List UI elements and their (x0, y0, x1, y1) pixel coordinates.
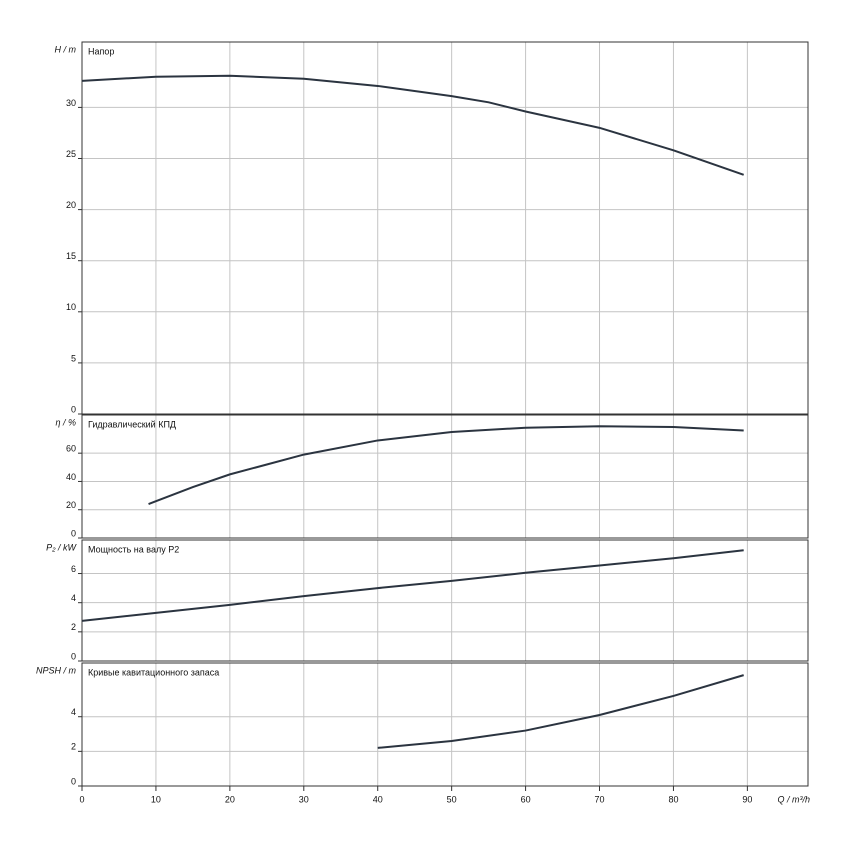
y-tick-label: 60 (66, 444, 76, 454)
panel-title: Напор (88, 46, 114, 56)
y-tick-label: 10 (66, 302, 76, 312)
y-tick-label: 0 (71, 528, 76, 538)
x-tick-label: 50 (447, 794, 457, 804)
y-axis-label: P₂ / kW (46, 542, 77, 552)
y-tick-label: 0 (71, 651, 76, 661)
panel-frame (81, 539, 809, 662)
y-tick-label: 20 (66, 200, 76, 210)
x-tick-label: 10 (151, 794, 161, 804)
panel-frame (81, 662, 809, 787)
x-tick-label: 40 (373, 794, 383, 804)
curve (81, 549, 744, 622)
y-tick-label: 25 (66, 149, 76, 159)
y-tick-label: 2 (71, 742, 76, 752)
x-tick-label: 60 (521, 794, 531, 804)
y-tick-label: 30 (66, 98, 76, 108)
y-axis-label: H / m (55, 44, 77, 54)
panel-title: Мощность на валу P2 (88, 544, 179, 554)
panel-title: Кривые кавитационного запаса (88, 667, 219, 677)
x-tick-label: 30 (299, 794, 309, 804)
x-tick-label: 80 (668, 794, 678, 804)
x-tick-label: 0 (79, 794, 84, 804)
x-tick-label: 90 (742, 794, 752, 804)
panel-title: Гидравлический КПД (88, 419, 176, 429)
y-tick-label: 5 (71, 353, 76, 363)
y-tick-label: 0 (71, 404, 76, 414)
y-tick-label: 20 (66, 500, 76, 510)
y-tick-label: 0 (71, 776, 76, 786)
y-axis-label: η / % (55, 417, 76, 427)
y-tick-label: 6 (71, 564, 76, 574)
x-tick-label: 20 (225, 794, 235, 804)
y-tick-label: 15 (66, 251, 76, 261)
y-tick-label: 2 (71, 622, 76, 632)
curve (377, 674, 744, 749)
panel-frame (81, 41, 809, 415)
panel-frame (81, 414, 809, 539)
curve (148, 425, 744, 506)
curve (81, 74, 745, 176)
y-tick-label: 4 (71, 707, 76, 717)
x-axis-label: Q / m³/h (777, 794, 810, 804)
y-tick-label: 40 (66, 472, 76, 482)
y-axis-label: NPSH / m (36, 665, 77, 675)
x-tick-label: 70 (595, 794, 605, 804)
y-tick-label: 4 (71, 593, 76, 603)
